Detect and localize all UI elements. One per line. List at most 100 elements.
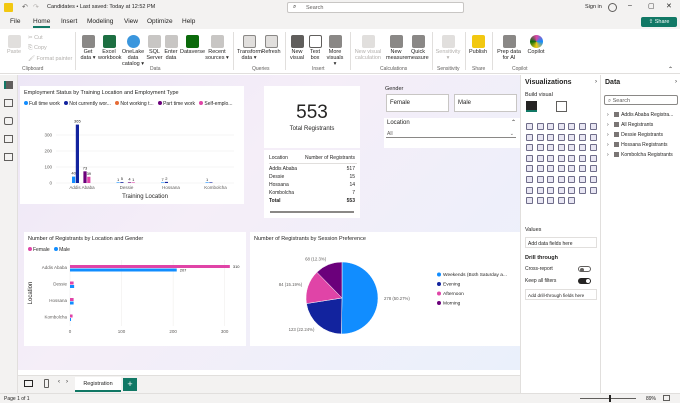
table-view-icon[interactable]: [4, 99, 13, 107]
line-chart-visual-icon[interactable]: [589, 176, 597, 183]
sensitivity-button[interactable]: Sensitivity ▾: [435, 35, 461, 61]
stacked-bar-visual-icon[interactable]: [526, 176, 533, 183]
line-chart-visual-icon[interactable]: [589, 186, 597, 194]
chevron-up-icon[interactable]: ⌃: [510, 120, 516, 126]
100-bar-visual-icon[interactable]: [568, 154, 576, 162]
clustered-bar-visual-icon[interactable]: [547, 133, 555, 141]
desktop-layout-icon[interactable]: [24, 380, 33, 387]
col-header-count[interactable]: Number of Registrants: [304, 155, 355, 161]
table-row[interactable]: Addis Ababa 517: [269, 166, 355, 172]
stacked-column-visual-icon[interactable]: [536, 165, 544, 173]
next-page-icon[interactable]: ›: [66, 379, 68, 385]
copilot-button[interactable]: Copilot: [525, 35, 547, 55]
sql-server-button[interactable]: SQL Server: [146, 35, 163, 61]
table-all-registrants[interactable]: › All Registrants: [607, 122, 654, 128]
clustered-bar-visual-icon[interactable]: [547, 123, 555, 130]
keep-filters-toggle[interactable]: [578, 278, 591, 284]
100-column-visual-icon[interactable]: [579, 133, 586, 141]
clustered-column-visual-icon[interactable]: [557, 144, 565, 152]
new-visual-button[interactable]: New visual: [288, 35, 306, 61]
avatar[interactable]: [608, 3, 617, 12]
prep-data-ai-button[interactable]: Prep data for AI: [494, 35, 524, 61]
fit-page-icon[interactable]: [663, 395, 670, 401]
menu-home[interactable]: Home: [33, 18, 51, 28]
line-chart-visual-icon[interactable]: [589, 154, 597, 162]
kpi-card[interactable]: 553 Total Registrants: [264, 86, 360, 148]
search-box[interactable]: ⌕ Search: [287, 2, 464, 13]
clustered-column-visual-icon[interactable]: [557, 186, 565, 194]
line-chart-visual-icon[interactable]: [589, 123, 597, 130]
menu-optimize[interactable]: Optimize: [147, 18, 173, 25]
collapse-pane-icon[interactable]: ›: [595, 79, 597, 85]
clustered-column-visual-icon[interactable]: [557, 123, 565, 130]
refresh-button[interactable]: Refresh: [261, 35, 281, 55]
get-data-button[interactable]: Get data ▾: [78, 35, 98, 61]
table-addis-ababa[interactable]: › Addis Ababa Registra...: [607, 112, 674, 118]
tmdl-view-icon[interactable]: [4, 153, 13, 161]
publish-button[interactable]: Publish: [467, 35, 489, 55]
enter-data-button[interactable]: Enter data: [163, 35, 179, 61]
copy-button[interactable]: ⎘ Copy: [28, 45, 47, 51]
format-painter-button[interactable]: 🖌 Format painter: [28, 56, 73, 62]
100-bar-visual-icon[interactable]: [568, 176, 576, 183]
100-bar-visual-icon[interactable]: [568, 123, 576, 130]
recent-sources-button[interactable]: Recent sources ▾: [205, 35, 229, 61]
100-bar-visual-icon[interactable]: [568, 144, 576, 152]
100-column-visual-icon[interactable]: [579, 123, 586, 130]
100-bar-visual-icon[interactable]: [568, 165, 576, 173]
gender-option-female[interactable]: Female: [386, 94, 449, 112]
maximize-icon[interactable]: ▢: [648, 3, 655, 10]
100-column-visual-icon[interactable]: [579, 176, 586, 183]
more-visuals-button[interactable]: More visuals ▾: [325, 35, 345, 67]
clustered-column-visual-icon[interactable]: [557, 176, 565, 183]
text-box-button[interactable]: Text box: [307, 35, 323, 61]
100-bar-visual-icon[interactable]: [568, 186, 576, 194]
menu-modeling[interactable]: Modeling: [87, 18, 114, 25]
employment-chart-card[interactable]: Employment Status by Training Location a…: [20, 86, 244, 204]
table-hossana[interactable]: › Hossana Registrants: [607, 142, 668, 148]
new-visual-calculation-button[interactable]: New visual calculation: [353, 35, 383, 61]
100-column-visual-icon[interactable]: [579, 186, 586, 194]
table-row[interactable]: Hossana 14: [269, 182, 355, 188]
zoom-slider[interactable]: [580, 398, 636, 399]
cut-button[interactable]: ✂ Cut: [28, 35, 43, 41]
100-column-visual-icon[interactable]: [579, 144, 586, 152]
clustered-bar-visual-icon[interactable]: [547, 186, 555, 194]
redo-icon[interactable]: ↷: [33, 4, 39, 11]
col-header-location[interactable]: Location: [269, 155, 288, 161]
line-chart-visual-icon[interactable]: [589, 165, 597, 173]
menu-help[interactable]: Help: [182, 18, 196, 25]
stacked-column-visual-icon[interactable]: [536, 176, 544, 183]
stacked-column-visual-icon[interactable]: [536, 123, 544, 130]
clustered-column-visual-icon[interactable]: [557, 154, 565, 162]
close-icon[interactable]: ✕: [666, 3, 672, 10]
stacked-column-visual-icon[interactable]: [536, 186, 544, 194]
location-dropdown[interactable]: All ⌄: [386, 131, 516, 138]
gender-chart-card[interactable]: Number of Registrants by Location and Ge…: [24, 232, 246, 346]
100-column-visual-icon[interactable]: [579, 154, 586, 162]
table-scrollbar[interactable]: [270, 211, 354, 213]
sign-in-link[interactable]: Sign in: [585, 4, 602, 10]
drill-through-well[interactable]: Add drill-through fields here: [525, 289, 597, 300]
clustered-column-visual-icon[interactable]: [557, 133, 565, 141]
mobile-layout-icon[interactable]: [44, 379, 49, 388]
stacked-column-visual-icon[interactable]: [536, 154, 544, 162]
clustered-bar-visual-icon[interactable]: [547, 165, 555, 173]
stacked-bar-visual-icon[interactable]: [526, 133, 533, 141]
minimize-icon[interactable]: –: [628, 2, 632, 9]
paste-button[interactable]: Paste: [5, 35, 23, 55]
gender-option-male[interactable]: Male: [454, 94, 517, 112]
stacked-bar-visual-icon[interactable]: [526, 144, 533, 152]
stacked-column-visual-icon[interactable]: [536, 144, 544, 152]
add-page-button[interactable]: +: [123, 378, 137, 391]
clustered-bar-visual-icon[interactable]: [547, 154, 555, 162]
clustered-column-visual-icon[interactable]: [557, 165, 565, 173]
values-well[interactable]: Add data fields here: [525, 237, 597, 248]
tab-registration[interactable]: Registration: [75, 377, 121, 392]
new-measure-button[interactable]: New measure: [386, 35, 407, 61]
data-search-input[interactable]: ⌕ Search: [604, 95, 678, 105]
report-view-icon[interactable]: [4, 81, 13, 89]
100-bar-visual-icon[interactable]: [568, 133, 576, 141]
dataverse-button[interactable]: Dataverse: [180, 35, 205, 55]
menu-view[interactable]: View: [124, 18, 138, 25]
